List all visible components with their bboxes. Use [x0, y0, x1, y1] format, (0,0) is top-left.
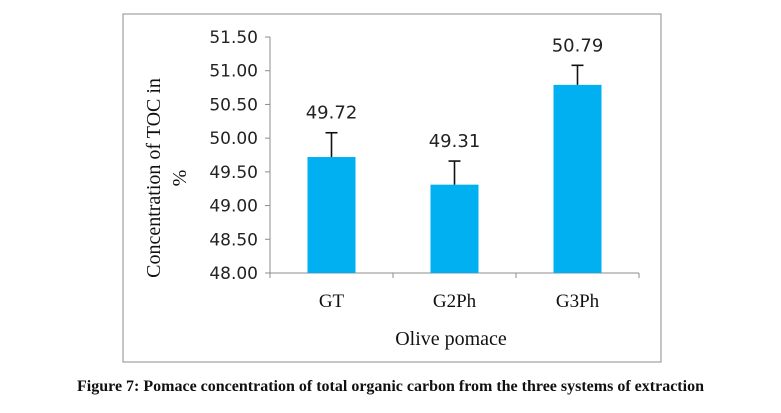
y-axis-label-line-2: % — [169, 170, 191, 187]
y-tick-label: 50.00 — [209, 129, 258, 149]
x-tick-label: G2Ph — [433, 291, 477, 312]
y-axis-label: Concentration of TOC in % — [143, 78, 191, 278]
figure-caption: Figure 7: Pomace concentration of total … — [77, 378, 704, 395]
data-label: 50.79 — [552, 35, 604, 56]
data-labels: 49.72 49.31 50.79 — [306, 35, 604, 152]
y-tick-label: 48.50 — [209, 230, 258, 250]
category-labels: GT G2Ph G3Ph — [319, 291, 600, 312]
y-tick-label: 48.00 — [209, 264, 258, 284]
error-bars — [325, 64, 584, 185]
y-tick-label: 49.00 — [209, 197, 258, 217]
y-axis-label-line-1: Concentration of TOC in — [143, 78, 165, 278]
x-axis-label: Olive pomace — [395, 328, 507, 350]
y-tick-label: 51.50 — [209, 28, 258, 48]
x-tick-label: G3Ph — [556, 291, 600, 312]
y-tick-label: 49.50 — [209, 163, 258, 183]
y-tick-label: 51.00 — [209, 62, 258, 82]
bar-g3ph — [553, 84, 602, 273]
bar-gt — [307, 157, 356, 273]
data-label: 49.72 — [306, 103, 358, 124]
y-tick-label: 50.50 — [209, 95, 258, 115]
bars — [307, 84, 602, 273]
bar-g2ph — [430, 184, 479, 273]
y-ticks: 48.00 48.50 49.00 49.50 50.00 50.50 51.00 51.50 — [209, 28, 640, 284]
x-tick-label: GT — [319, 291, 345, 312]
data-label: 49.31 — [429, 131, 481, 152]
